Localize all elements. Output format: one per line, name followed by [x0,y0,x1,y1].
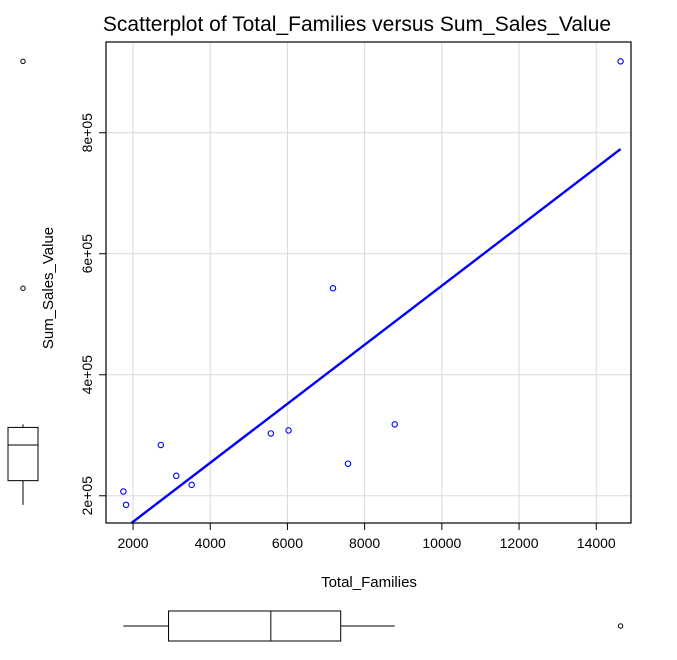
regression-line [130,148,622,524]
x-tick-label: 8000 [349,535,380,551]
data-point [122,501,130,509]
y-axis-label: Sum_Sales_Value [40,227,57,349]
data-point [120,488,127,495]
chart-title: Scatterplot of Total_Families versus Sum… [103,13,611,36]
grid-lines [106,42,631,523]
x-tick-label: 6000 [272,535,303,551]
y-tick-label: 6e+05 [79,234,95,274]
y-tick-label: 2e+05 [79,476,95,516]
y-marginal-boxplot [7,58,39,505]
x-tick-label: 4000 [195,535,226,551]
x-tick-label: 12000 [500,535,539,551]
regression-line-group [130,148,622,524]
data-point [173,472,180,480]
y-tick-label: 8e+05 [79,113,95,153]
data-point [267,430,275,437]
y-box-outlier [20,58,26,65]
y-box [7,426,39,482]
y-axis: 2e+05 4e+05 6e+05 8e+05 [79,113,106,516]
x-axis-label: Total_Families [321,574,417,591]
y-tick-label: 4e+05 [79,355,95,395]
data-point [391,421,398,428]
plot-frame [105,41,632,524]
x-box [168,610,342,642]
data-point [329,284,337,292]
x-box-outlier [617,623,624,629]
x-tick-label: 2000 [117,535,148,551]
data-point [344,460,352,467]
x-tick-label: 14000 [577,535,616,551]
x-marginal-boxplot [123,610,624,642]
y-box-outlier [20,285,26,291]
data-point [188,481,195,489]
data-point [617,58,624,65]
x-axis: 2000 4000 6000 8000 10000 12000 14000 [117,523,616,551]
data-points [120,58,624,509]
data-point [157,441,165,449]
data-point [285,427,292,434]
x-tick-label: 10000 [422,535,461,551]
